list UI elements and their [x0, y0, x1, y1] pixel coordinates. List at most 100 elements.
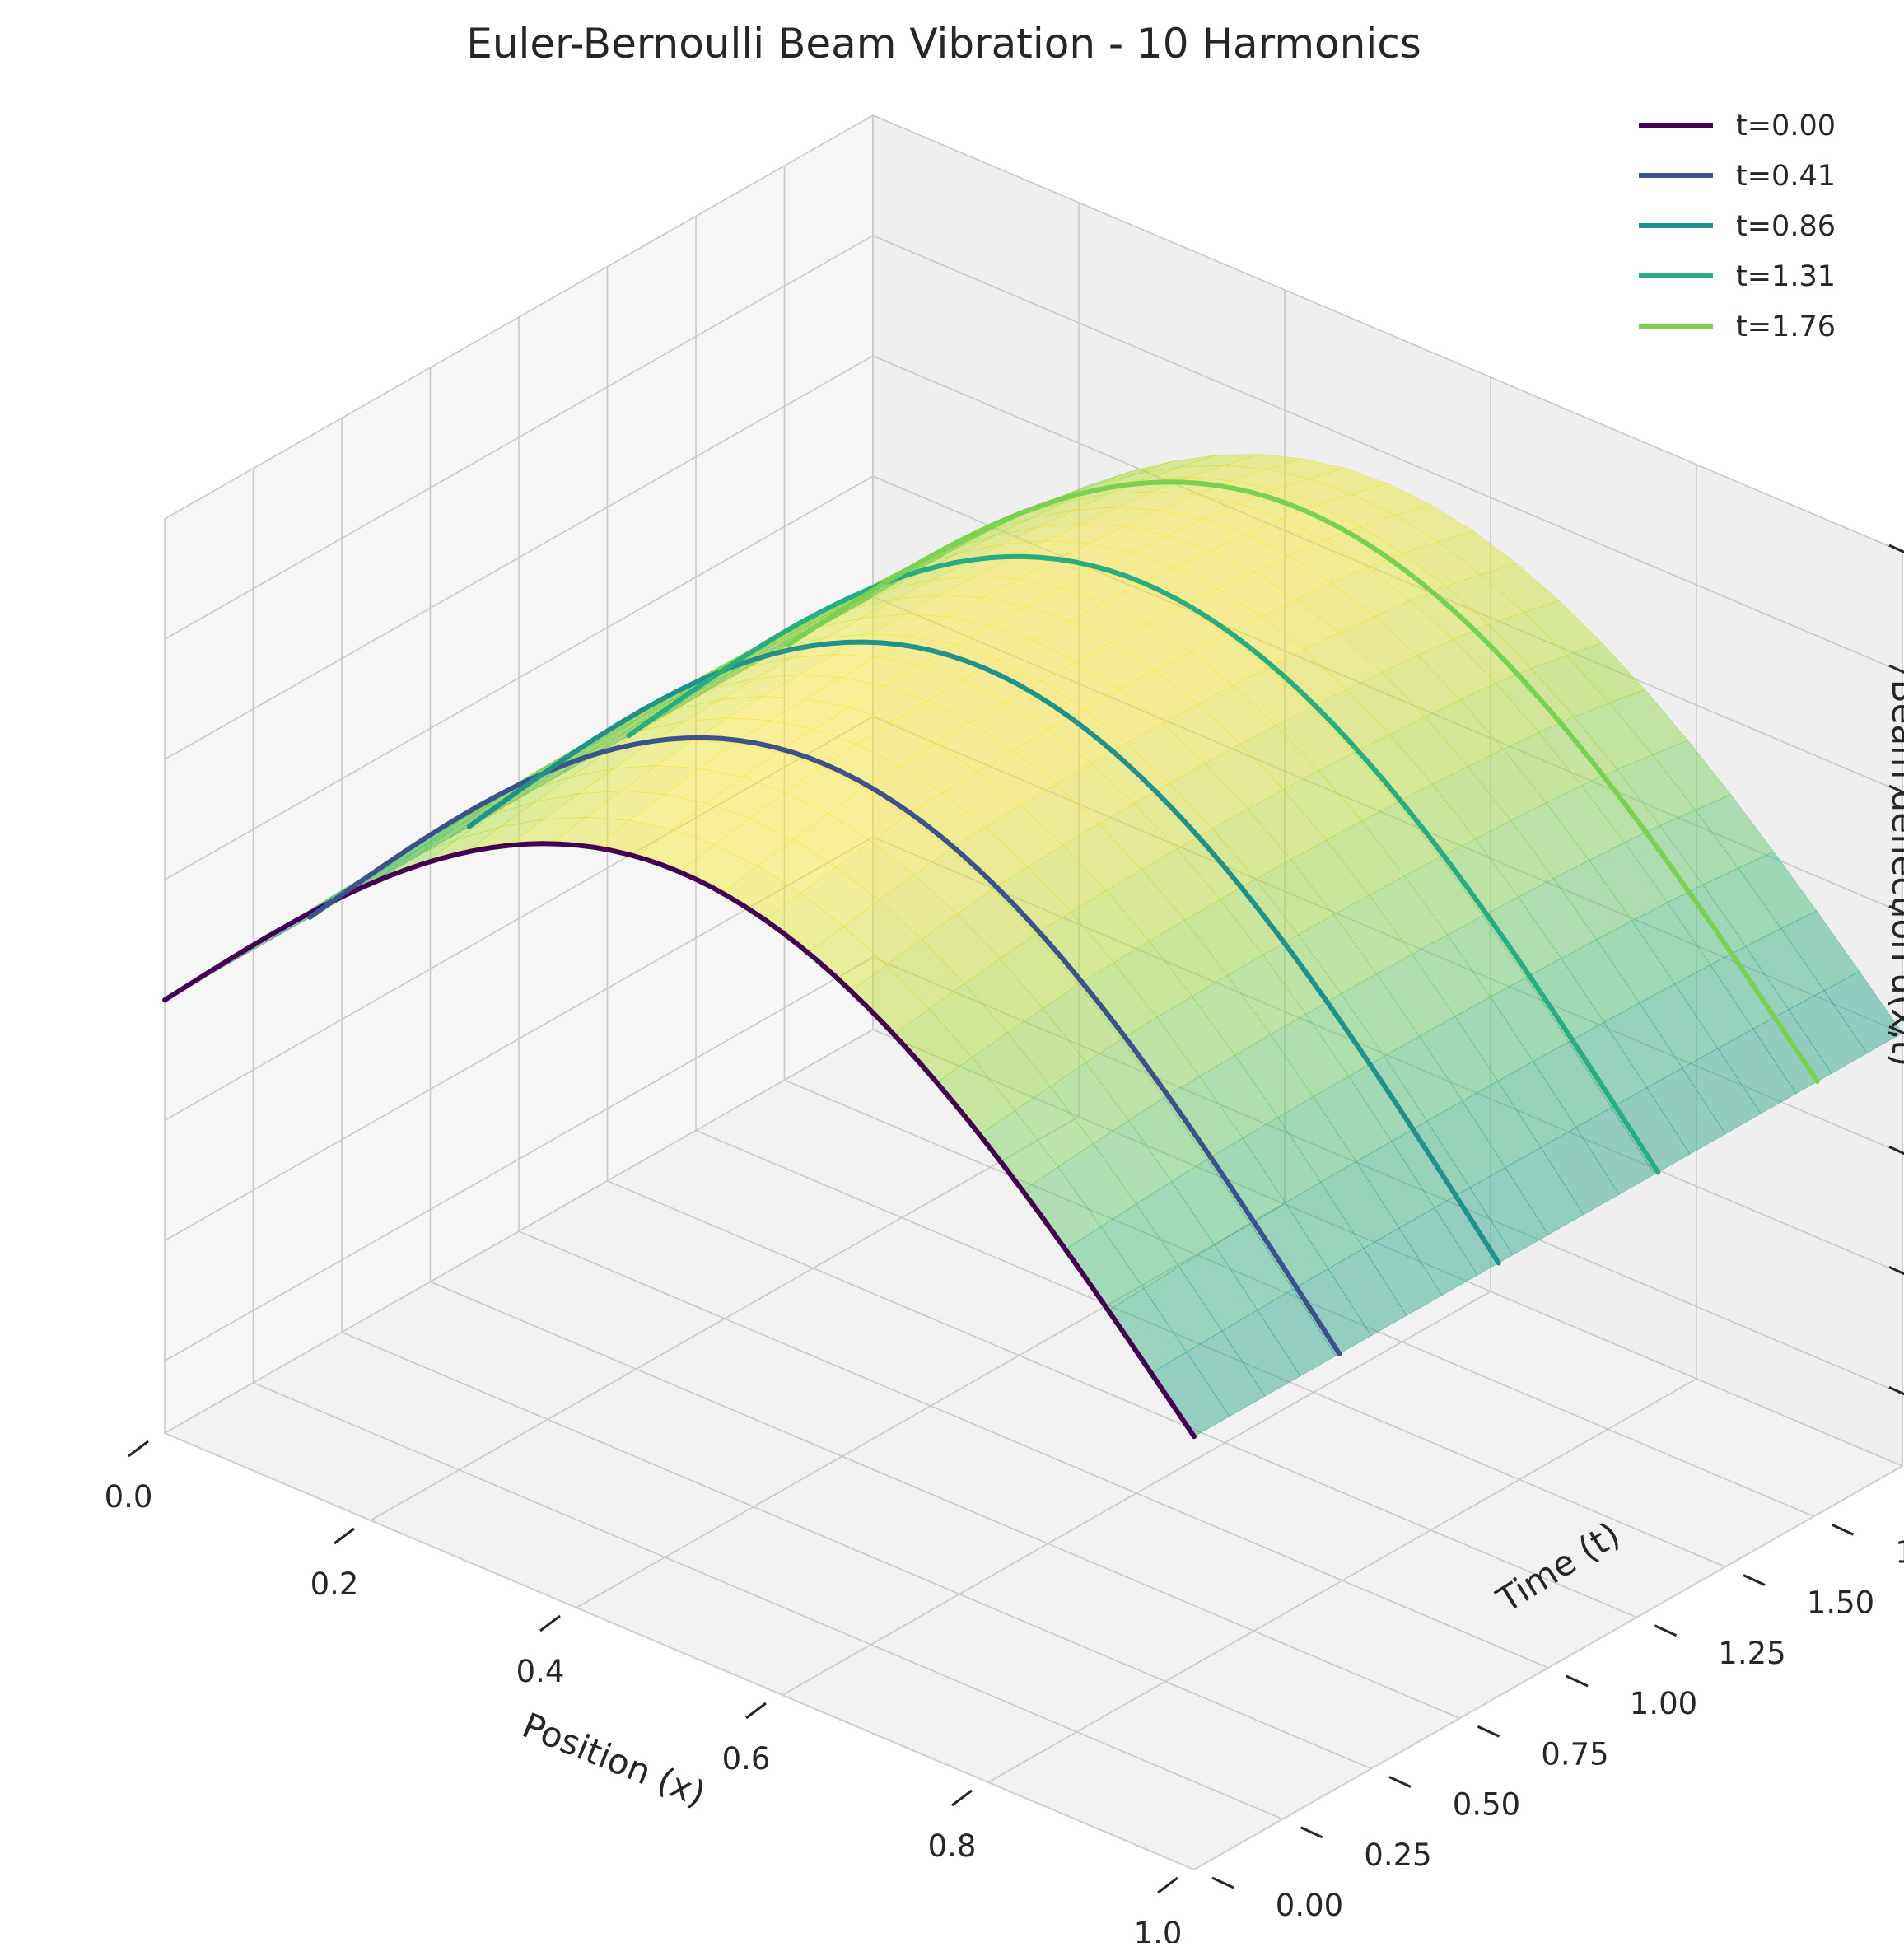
- surface-patch: [1111, 623, 1191, 671]
- x-tick-mark: [539, 1614, 561, 1632]
- series-line-3: [626, 553, 1661, 1175]
- surface-patch: [1295, 582, 1376, 633]
- surface-patch: [988, 501, 1067, 532]
- z-tick-mark: [1888, 664, 1904, 675]
- surface-patch: [1253, 555, 1333, 600]
- surface-patch: [1398, 1207, 1478, 1296]
- surface-patch: [1210, 534, 1290, 572]
- surface-patch: [1105, 869, 1186, 942]
- surface-patch: [1360, 801, 1441, 877]
- series-line-2: [466, 639, 1501, 1266]
- surface-patch: [1143, 1266, 1223, 1353]
- surface-patch: [1320, 1160, 1400, 1249]
- surface-patch: [1180, 454, 1259, 468]
- grid-line: [872, 716, 1903, 1154]
- surface-patch: [1202, 503, 1283, 535]
- grid-line: [164, 716, 874, 1121]
- surface-patch: [999, 933, 1080, 1009]
- surface-patch: [1221, 1310, 1301, 1397]
- grid-line: [341, 1331, 1372, 1770]
- surface-patch: [1121, 1016, 1201, 1099]
- surface-patch: [1239, 725, 1320, 791]
- surface-patch: [1081, 507, 1160, 527]
- surface-patch: [971, 1032, 1052, 1111]
- surface-patch: [660, 667, 740, 718]
- surface-patch: [1402, 541, 1482, 587]
- surface-patch: [913, 848, 993, 915]
- surface-patch: [1351, 483, 1432, 516]
- surface-patch: [1545, 785, 1626, 861]
- surface-patch: [1234, 1034, 1314, 1118]
- y-tick-label: 0.00: [1276, 1888, 1343, 1923]
- surface-patch: [1159, 493, 1240, 520]
- legend-label: t=1.76: [1736, 310, 1836, 343]
- surface-patch: [1027, 844, 1108, 913]
- surface-patch: [1561, 939, 1640, 1023]
- surface-patch: [1467, 749, 1547, 821]
- surface-patch: [500, 793, 579, 828]
- surface-patch: [1156, 996, 1236, 1077]
- surface-patch: [1502, 731, 1583, 804]
- surface-patch: [1020, 783, 1099, 846]
- surface-patch: [561, 717, 641, 768]
- time-slice-curves: [162, 479, 1820, 1440]
- surface-patch: [1603, 1002, 1683, 1089]
- surface-patch: [923, 524, 1002, 566]
- surface-patch: [1540, 1127, 1620, 1216]
- surface-patch: [1616, 754, 1696, 826]
- surface-patch: [903, 595, 985, 618]
- surface-patch: [1094, 460, 1174, 485]
- surface-patch: [1431, 766, 1512, 839]
- surface-patch: [1006, 1007, 1087, 1087]
- surface-patch: [854, 579, 933, 609]
- surface-patch: [1098, 802, 1178, 871]
- z-axis-label: Beam deflection u(x,t): [1884, 679, 1904, 1067]
- surface-patch: [1275, 707, 1356, 772]
- surface-patch: [1117, 491, 1196, 511]
- surface-patch: [1104, 584, 1183, 625]
- surface-patch: [671, 802, 751, 846]
- surface-patch: [1174, 549, 1255, 590]
- surface-patch: [1394, 504, 1475, 543]
- surface-patch: [1682, 1048, 1762, 1135]
- grid-line: [872, 1029, 1903, 1467]
- y-tick-mark: [1211, 1876, 1234, 1889]
- x-tick-mark: [1157, 1876, 1178, 1894]
- surface-patch: [1424, 699, 1505, 768]
- surface-patch: [1388, 716, 1469, 785]
- surface-patch: [1068, 602, 1148, 643]
- surface-patch: [805, 676, 885, 708]
- surface-patch: [1188, 465, 1267, 482]
- surface-patch: [1359, 515, 1440, 554]
- surface-patch: [698, 742, 779, 778]
- y-tick-mark: [1477, 1725, 1500, 1738]
- surface-patch: [1738, 851, 1818, 930]
- surface-patch: [1328, 1248, 1407, 1337]
- surface-patch: [1363, 1227, 1443, 1316]
- y-tick-mark: [1831, 1523, 1855, 1536]
- surface-patch: [928, 983, 1009, 1058]
- surface-patch: [742, 751, 822, 793]
- grid-line: [253, 1382, 1283, 1820]
- surface-patch: [1505, 1146, 1584, 1235]
- surface-patch: [1318, 751, 1398, 822]
- surface-patch: [982, 578, 1063, 607]
- surface-patch: [762, 675, 843, 699]
- grid-line: [430, 1281, 1460, 1719]
- surface-patch: [826, 614, 905, 638]
- surface-patch: [1003, 523, 1082, 544]
- grid-line: [164, 595, 874, 1001]
- surface-patch: [1128, 1097, 1208, 1183]
- surface-patch: [1270, 1013, 1350, 1098]
- surface-patch: [628, 793, 708, 830]
- surface-patch: [1062, 823, 1143, 891]
- surface-patch: [949, 826, 1029, 890]
- surface-patch: [1404, 857, 1484, 936]
- surface-patch: [1214, 1222, 1294, 1311]
- surface-patch: [656, 740, 736, 769]
- surface-patch: [1426, 1100, 1506, 1188]
- surface-patch: [926, 679, 1006, 723]
- surface-patch: [1788, 990, 1868, 1074]
- surface-patch: [870, 815, 950, 875]
